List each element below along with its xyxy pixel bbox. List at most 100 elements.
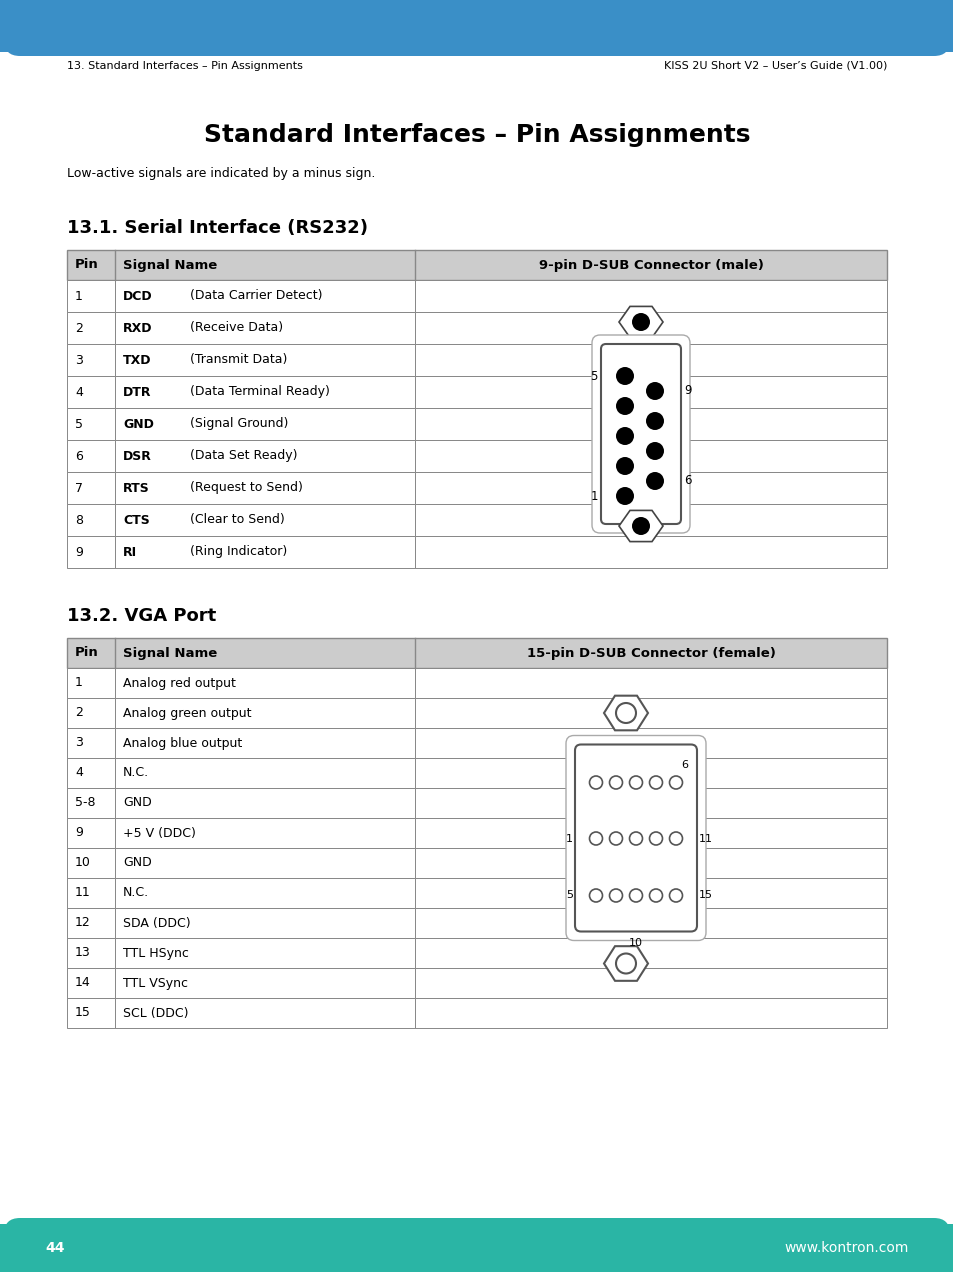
Circle shape [609, 889, 622, 902]
Text: Pin: Pin [75, 258, 99, 271]
Text: TXD: TXD [123, 354, 152, 366]
Bar [67, 728, 115, 758]
Bar [67, 280, 115, 312]
Text: DSR: DSR [123, 449, 152, 463]
Text: SDA (DDC): SDA (DDC) [123, 917, 191, 930]
Text: 9-pin D-SUB Connector (male): 9-pin D-SUB Connector (male) [538, 258, 762, 271]
Circle shape [616, 457, 634, 474]
Circle shape [669, 832, 681, 845]
Text: Analog green output: Analog green output [123, 706, 252, 720]
Bar [115, 472, 415, 504]
Text: TTL VSync: TTL VSync [123, 977, 188, 990]
FancyBboxPatch shape [565, 735, 705, 940]
Bar [67, 251, 886, 280]
Circle shape [616, 703, 636, 722]
Bar [67, 312, 115, 343]
Bar [67, 908, 115, 937]
Circle shape [589, 776, 602, 789]
Bar [415, 758, 886, 787]
Bar [115, 280, 415, 312]
Polygon shape [603, 696, 647, 730]
Text: 5: 5 [590, 369, 598, 383]
Bar [415, 937, 886, 968]
Text: 3: 3 [75, 736, 83, 749]
Bar [415, 728, 886, 758]
Bar [67, 937, 115, 968]
Circle shape [616, 397, 634, 415]
Bar [115, 343, 415, 377]
Polygon shape [603, 946, 647, 981]
Text: 11: 11 [699, 833, 712, 843]
Circle shape [645, 412, 663, 430]
Text: 14: 14 [75, 977, 91, 990]
Bar [67, 472, 115, 504]
Bar [415, 280, 886, 312]
Circle shape [649, 889, 661, 902]
Text: N.C.: N.C. [123, 887, 149, 899]
Circle shape [609, 776, 622, 789]
Circle shape [629, 889, 641, 902]
Text: Analog red output: Analog red output [123, 677, 235, 689]
Text: RI: RI [123, 546, 137, 558]
Circle shape [629, 776, 641, 789]
Text: 1: 1 [590, 490, 598, 502]
Text: Pin: Pin [75, 646, 99, 659]
Bar [415, 698, 886, 728]
Text: 13.1. Serial Interface (RS232): 13.1. Serial Interface (RS232) [67, 219, 368, 237]
Text: KISS 2U Short V2 – User’s Guide (V1.00): KISS 2U Short V2 – User’s Guide (V1.00) [663, 61, 886, 71]
Text: DCD: DCD [123, 290, 152, 303]
Text: (Data Terminal Ready): (Data Terminal Ready) [190, 385, 330, 398]
Text: 15: 15 [75, 1006, 91, 1019]
Bar [115, 937, 415, 968]
Text: 13. Standard Interfaces – Pin Assignments: 13. Standard Interfaces – Pin Assignment… [67, 61, 302, 71]
Bar [67, 999, 115, 1028]
Text: 6: 6 [683, 474, 691, 487]
Text: CTS: CTS [123, 514, 150, 527]
Text: 6: 6 [680, 761, 687, 771]
Text: 1: 1 [75, 290, 83, 303]
Bar [115, 758, 415, 787]
Bar [415, 312, 886, 343]
Circle shape [629, 832, 641, 845]
Text: 9: 9 [75, 546, 83, 558]
Bar [415, 504, 886, 536]
Bar [115, 377, 415, 408]
Text: 5: 5 [75, 417, 83, 430]
Bar [415, 818, 886, 848]
Bar [415, 440, 886, 472]
Bar [67, 668, 115, 698]
Circle shape [649, 832, 661, 845]
Text: Low-active signals are indicated by a minus sign.: Low-active signals are indicated by a mi… [67, 167, 375, 179]
Text: GND: GND [123, 417, 153, 430]
Text: Analog blue output: Analog blue output [123, 736, 242, 749]
Text: 4: 4 [75, 767, 83, 780]
Circle shape [645, 441, 663, 460]
Circle shape [645, 382, 663, 399]
Text: 7: 7 [75, 482, 83, 495]
Text: www.kontron.com: www.kontron.com [783, 1241, 908, 1255]
Text: 13: 13 [75, 946, 91, 959]
Bar [115, 728, 415, 758]
Text: 1: 1 [565, 833, 573, 843]
Text: Standard Interfaces – Pin Assignments: Standard Interfaces – Pin Assignments [204, 123, 749, 148]
Bar [115, 504, 415, 536]
Text: 10: 10 [75, 856, 91, 870]
Text: RXD: RXD [123, 322, 152, 335]
Text: 1: 1 [75, 677, 83, 689]
Circle shape [616, 427, 634, 445]
Bar [115, 818, 415, 848]
Text: 5-8: 5-8 [75, 796, 95, 809]
Text: RTS: RTS [123, 482, 150, 495]
Bar [67, 536, 115, 569]
Bar [415, 787, 886, 818]
Text: (Transmit Data): (Transmit Data) [190, 354, 287, 366]
Bar [67, 968, 115, 999]
Text: 44: 44 [45, 1241, 65, 1255]
Bar [415, 999, 886, 1028]
Text: 3: 3 [75, 354, 83, 366]
Text: Signal Name: Signal Name [123, 646, 217, 659]
Bar [415, 343, 886, 377]
Text: GND: GND [123, 796, 152, 809]
Circle shape [669, 889, 681, 902]
Bar [115, 440, 415, 472]
